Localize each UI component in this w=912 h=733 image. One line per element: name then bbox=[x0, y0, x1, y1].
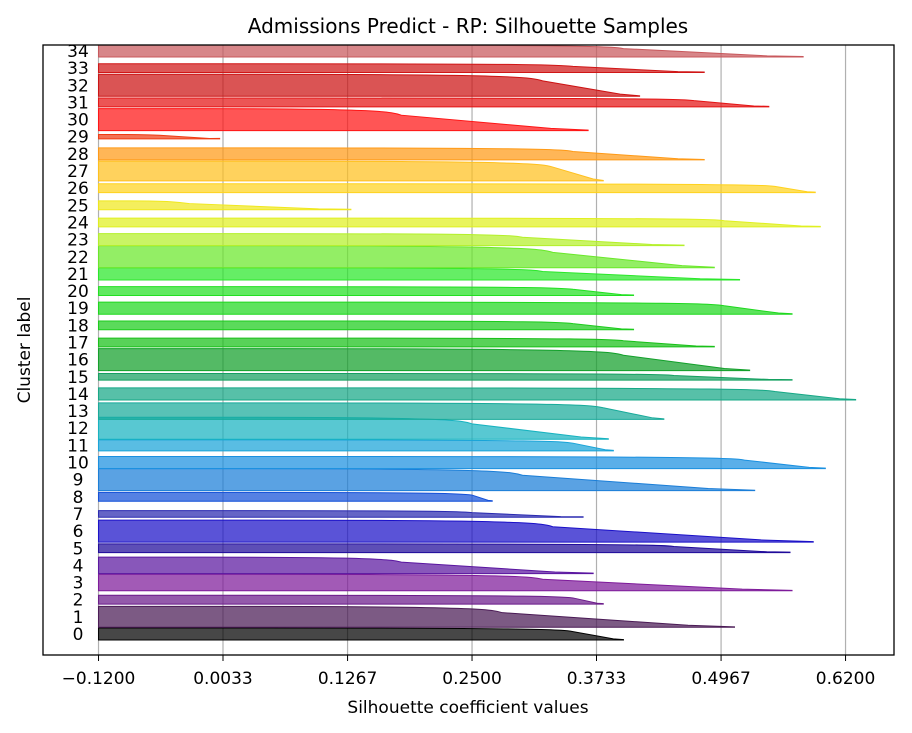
x-tick-label: 0.2500 bbox=[442, 669, 501, 689]
x-tick-label: 0.0033 bbox=[193, 669, 252, 689]
silhouette-bar-1 bbox=[98, 605, 736, 628]
silhouette-bar-7 bbox=[98, 510, 584, 518]
cluster-label-10: 10 bbox=[67, 454, 89, 474]
silhouette-bar-19 bbox=[98, 301, 793, 315]
cluster-label-32: 32 bbox=[67, 76, 89, 96]
silhouette-bar-15 bbox=[98, 372, 793, 381]
silhouette-bar-32 bbox=[98, 73, 641, 97]
silhouette-bar-6 bbox=[98, 519, 814, 543]
silhouette-bar-33 bbox=[98, 63, 705, 74]
cluster-label-7: 7 bbox=[73, 505, 84, 525]
silhouette-bar-16 bbox=[98, 348, 751, 372]
x-tick-label: 0.3733 bbox=[567, 669, 626, 689]
cluster-label-34: 34 bbox=[67, 42, 89, 62]
cluster-label-16: 16 bbox=[67, 351, 89, 371]
cluster-label-29: 29 bbox=[67, 128, 89, 148]
silhouette-bar-28 bbox=[98, 147, 705, 161]
cluster-label-12: 12 bbox=[67, 419, 89, 439]
cluster-label-22: 22 bbox=[67, 248, 89, 268]
silhouette-bar-13 bbox=[98, 402, 665, 420]
cluster-label-0: 0 bbox=[73, 625, 84, 645]
cluster-label-6: 6 bbox=[73, 522, 84, 542]
cluster-label-33: 33 bbox=[67, 59, 89, 79]
cluster-label-28: 28 bbox=[67, 145, 89, 165]
silhouette-bar-20 bbox=[98, 286, 635, 296]
cluster-label-2: 2 bbox=[73, 591, 84, 611]
silhouette-bar-10 bbox=[98, 455, 826, 470]
silhouette-bar-27 bbox=[98, 160, 604, 182]
cluster-label-8: 8 bbox=[73, 488, 84, 508]
cluster-label-20: 20 bbox=[67, 282, 89, 302]
x-axis-ticks: −0.1200 0.0033 0.1267 0.2500 0.3733 0.4967 0.6… bbox=[62, 655, 875, 689]
silhouette-bar-23 bbox=[98, 233, 685, 247]
cluster-label-25: 25 bbox=[67, 196, 89, 216]
x-tick-label: −0.1200 bbox=[62, 669, 136, 689]
cluster-label-17: 17 bbox=[67, 334, 89, 354]
cluster-label-14: 14 bbox=[67, 385, 89, 405]
silhouette-bar-30 bbox=[98, 108, 589, 132]
silhouette-bar-26 bbox=[98, 183, 816, 194]
cluster-label-11: 11 bbox=[67, 436, 89, 456]
cluster-label-1: 1 bbox=[73, 608, 84, 628]
silhouette-bar-17 bbox=[98, 337, 715, 348]
silhouette-bar-11 bbox=[98, 439, 614, 452]
cluster-label-31: 31 bbox=[67, 93, 89, 113]
silhouette-bar-3 bbox=[98, 573, 793, 592]
cluster-label-21: 21 bbox=[67, 265, 89, 285]
cluster-label-19: 19 bbox=[67, 299, 89, 319]
silhouette-bar-29 bbox=[98, 134, 221, 140]
silhouette-bar-18 bbox=[98, 320, 635, 331]
cluster-label-13: 13 bbox=[67, 402, 89, 422]
x-tick-label: 0.4967 bbox=[691, 669, 750, 689]
cluster-label-5: 5 bbox=[73, 539, 84, 559]
silhouette-bar-8 bbox=[98, 491, 493, 502]
chart-title: Admissions Predict - RP: Silhouette Samp… bbox=[248, 14, 688, 38]
silhouette-bars bbox=[98, 44, 857, 641]
cluster-label-4: 4 bbox=[73, 556, 84, 576]
silhouette-bar-25 bbox=[98, 200, 352, 211]
cluster-label-30: 30 bbox=[67, 111, 89, 131]
cluster-label-9: 9 bbox=[73, 471, 84, 491]
cluster-label-3: 3 bbox=[73, 574, 84, 594]
x-tick-label: 0.6200 bbox=[816, 669, 875, 689]
cluster-label-15: 15 bbox=[67, 368, 89, 388]
cluster-label-27: 27 bbox=[67, 162, 89, 182]
silhouette-bar-14 bbox=[98, 387, 857, 401]
silhouette-bar-5 bbox=[98, 543, 791, 554]
y-axis-label: Cluster label bbox=[15, 297, 35, 404]
x-tick-label: 0.1267 bbox=[318, 669, 377, 689]
plot-frame bbox=[42, 44, 895, 656]
silhouette-bar-4 bbox=[98, 556, 594, 575]
cluster-labels: 0123456789101112131415161718192021222324… bbox=[67, 42, 89, 645]
silhouette-bar-0 bbox=[98, 627, 624, 641]
silhouette-bar-24 bbox=[98, 217, 821, 228]
cluster-label-18: 18 bbox=[67, 316, 89, 336]
silhouette-bar-2 bbox=[98, 594, 604, 605]
cluster-label-23: 23 bbox=[67, 231, 89, 251]
cluster-label-26: 26 bbox=[67, 179, 89, 199]
cluster-label-24: 24 bbox=[67, 213, 89, 233]
x-axis-label: Silhouette coefficient values bbox=[347, 698, 588, 718]
silhouette-bar-31 bbox=[98, 97, 770, 108]
